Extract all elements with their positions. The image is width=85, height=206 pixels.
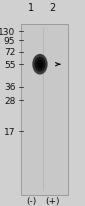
Text: 17: 17 (4, 127, 15, 136)
Ellipse shape (32, 55, 48, 75)
Text: 28: 28 (4, 96, 15, 105)
Text: 2: 2 (50, 3, 56, 13)
Text: (-): (-) (26, 196, 37, 205)
Text: 95: 95 (4, 37, 15, 46)
Ellipse shape (34, 57, 45, 72)
Bar (21, 25, 68, 195)
Ellipse shape (36, 60, 43, 70)
Text: 1: 1 (28, 3, 35, 13)
Text: 55: 55 (4, 60, 15, 69)
Text: (+): (+) (45, 196, 60, 205)
Text: 36: 36 (4, 83, 15, 92)
Text: 130: 130 (0, 27, 15, 36)
Text: 72: 72 (4, 48, 15, 57)
